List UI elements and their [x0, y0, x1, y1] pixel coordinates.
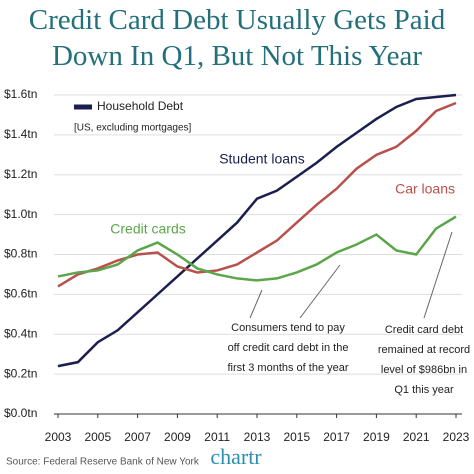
annotation: level of $986bn in — [381, 364, 467, 376]
annotation: Consumers tend to pay — [231, 322, 345, 334]
x-tick-label: 2005 — [84, 430, 111, 444]
y-tick-label: $1.4tn — [4, 127, 37, 141]
x-tick-label: 2015 — [283, 430, 310, 444]
annotation: off credit card debt in the — [228, 342, 349, 354]
x-tick-label: 2009 — [164, 430, 191, 444]
series-line — [57, 215, 457, 282]
y-tick-label: $1.6tn — [4, 87, 37, 101]
series-line — [57, 93, 457, 368]
y-tick-label: $0.0tn — [4, 406, 37, 420]
x-tick-label: 2003 — [45, 430, 72, 444]
series-label: Car loans — [395, 181, 455, 197]
legend-title: Household Debt — [97, 99, 184, 113]
source: Source: Federal Reserve Bank of New York — [6, 457, 200, 468]
arrow — [423, 231, 453, 319]
annotation: first 3 months of the year — [227, 362, 348, 374]
y-tick-label: $0.8tn — [4, 247, 37, 261]
y-tick-label: $0.4tn — [4, 326, 37, 340]
chart-title: Credit Card Debt Usually Gets Paid Down … — [28, 4, 446, 72]
x-tick-label: 2011 — [204, 430, 230, 444]
series-label: Student loans — [219, 151, 305, 167]
subtitle: [US, excluding mortgages] — [74, 123, 192, 134]
series-label: Credit cards — [110, 221, 185, 237]
y-tick-label: $0.6tn — [4, 287, 37, 301]
brand: chartr — [210, 444, 262, 469]
arrow — [249, 289, 263, 319]
x-tick-label: 2017 — [323, 430, 350, 444]
x-tick-label: 2019 — [363, 430, 390, 444]
x-tick-label: 2021 — [403, 430, 430, 444]
annotation: Credit card debt — [385, 324, 463, 336]
x-tick-label: 2013 — [244, 430, 271, 444]
arrow — [299, 264, 341, 319]
x-tick-label: 2007 — [124, 430, 151, 444]
x-tick-label: 2023 — [443, 430, 470, 444]
annotation: Q1 this year — [394, 384, 454, 396]
y-tick-label: $0.2tn — [4, 366, 37, 380]
y-tick-label: $1.2tn — [4, 167, 37, 181]
y-tick-label: $1.0tn — [4, 207, 37, 221]
annotation: remained at record — [378, 344, 470, 356]
